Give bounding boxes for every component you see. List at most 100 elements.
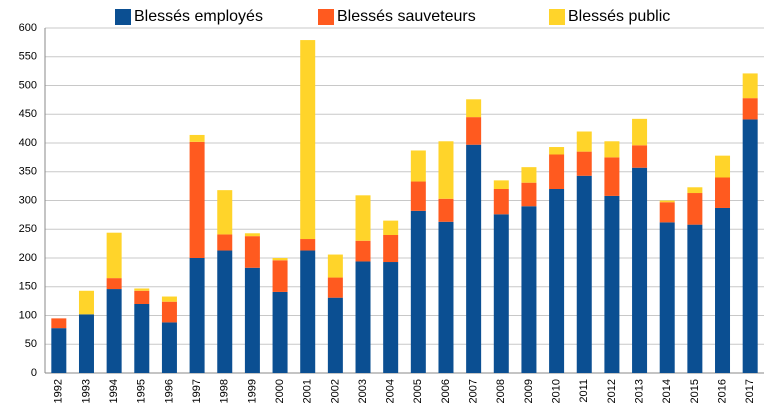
x-tick-label: 2000: [274, 379, 286, 403]
bar-segment: [576, 151, 592, 176]
bar-segment: [410, 150, 426, 182]
y-tick-label: 550: [19, 51, 37, 63]
bar-segment: [438, 221, 454, 373]
bar-segment: [715, 207, 731, 373]
bar-segment: [687, 187, 703, 194]
bar-segment: [300, 239, 316, 251]
x-tick-label: 2007: [468, 379, 480, 403]
bar-segment: [355, 261, 371, 373]
bar-segment: [106, 232, 122, 279]
bar-segment: [521, 206, 537, 373]
bar-segment: [549, 154, 565, 189]
legend-label: Blessés public: [568, 8, 670, 25]
bar-segment: [604, 195, 620, 373]
bar-segment: [576, 175, 592, 373]
bar-segment: [549, 147, 565, 155]
bar-segment: [632, 145, 648, 168]
bar-segment: [78, 290, 94, 315]
bar-segment: [383, 220, 399, 235]
x-tick-label: 2009: [523, 379, 535, 403]
y-tick-label: 600: [19, 22, 37, 34]
bar-segment: [659, 200, 675, 203]
bar-segment: [161, 322, 177, 373]
x-tick-label: 1992: [53, 379, 65, 403]
bar-segment: [659, 202, 675, 223]
bar-segment: [51, 328, 67, 373]
x-tick-label: 1994: [108, 379, 120, 403]
y-tick-label: 50: [25, 338, 37, 350]
bar-segment: [78, 314, 94, 373]
x-tick-label: 2016: [716, 379, 728, 403]
bar-segment: [134, 290, 150, 304]
legend-swatch: [115, 9, 131, 25]
x-tick-label: 2003: [357, 379, 369, 403]
bar-segment: [604, 141, 620, 158]
bar-segment: [217, 190, 233, 235]
bar-segment: [106, 278, 122, 290]
x-tick-label: 2012: [606, 379, 618, 403]
x-tick-label: 2006: [440, 379, 452, 403]
bar-segment: [106, 289, 122, 373]
x-tick-label: 2011: [578, 379, 590, 403]
bar-segment: [189, 258, 205, 373]
legend-swatch: [549, 9, 565, 25]
bar-segment: [217, 234, 233, 251]
bar-segment: [659, 222, 675, 373]
bar-segment: [300, 40, 316, 240]
y-tick-label: 150: [19, 281, 37, 293]
bar-segment: [161, 301, 177, 323]
x-tick-label: 1993: [80, 379, 92, 403]
bar-segment: [272, 260, 288, 292]
y-tick-label: 0: [31, 367, 37, 379]
bar-segment: [521, 182, 537, 207]
bar-segment: [438, 198, 454, 222]
x-tick-label: 2002: [329, 379, 341, 403]
legend: Blessés employés Blessés sauveteurs Blessé…: [115, 8, 670, 25]
bar-segment: [493, 214, 509, 373]
bar-segment: [493, 189, 509, 215]
y-tick-label: 400: [19, 137, 37, 149]
bar-segment: [327, 254, 343, 278]
bar-segment: [300, 250, 316, 373]
legend-label: Blessés sauveteurs: [337, 8, 476, 25]
y-tick-label: 500: [19, 79, 37, 91]
bar-segment: [576, 131, 592, 152]
bar-segment: [687, 224, 703, 373]
y-tick-label: 250: [19, 223, 37, 235]
x-tick-label: 2008: [495, 379, 507, 403]
y-tick-label: 350: [19, 166, 37, 178]
x-tick-label: 2014: [661, 379, 673, 403]
bar-segment: [521, 167, 537, 183]
bar-segment: [355, 240, 371, 262]
x-tick-label: 1998: [219, 379, 231, 403]
bar-segment: [383, 235, 399, 263]
y-tick-label: 450: [19, 108, 37, 120]
x-tick-label: 1995: [136, 379, 148, 403]
x-tick-label: 2005: [412, 379, 424, 403]
x-tick-label: 2004: [385, 379, 397, 403]
x-tick-label: 2001: [302, 379, 314, 403]
bar-segment: [327, 297, 343, 373]
bar-segment: [51, 318, 67, 329]
bar-segment: [161, 296, 177, 302]
bar-segment: [549, 189, 565, 373]
bar-segment: [742, 98, 758, 120]
bar-segment: [244, 236, 260, 268]
x-tick-label: 2010: [551, 379, 563, 403]
bar-segment: [687, 193, 703, 225]
bar-segment: [272, 291, 288, 373]
bar-segment: [493, 180, 509, 189]
y-tick-label: 200: [19, 252, 37, 264]
bar-segment: [134, 304, 150, 373]
x-tick-label: 2015: [689, 379, 701, 403]
bar-segment: [604, 157, 620, 196]
bar-segment: [383, 262, 399, 373]
legend-label: Blessés employés: [134, 8, 263, 25]
bar-segment: [466, 144, 482, 373]
bar-segment: [742, 73, 758, 99]
y-tick-label: 100: [19, 309, 37, 321]
bar-segment: [715, 177, 731, 208]
bar-segment: [189, 134, 205, 142]
bar-segment: [742, 119, 758, 373]
